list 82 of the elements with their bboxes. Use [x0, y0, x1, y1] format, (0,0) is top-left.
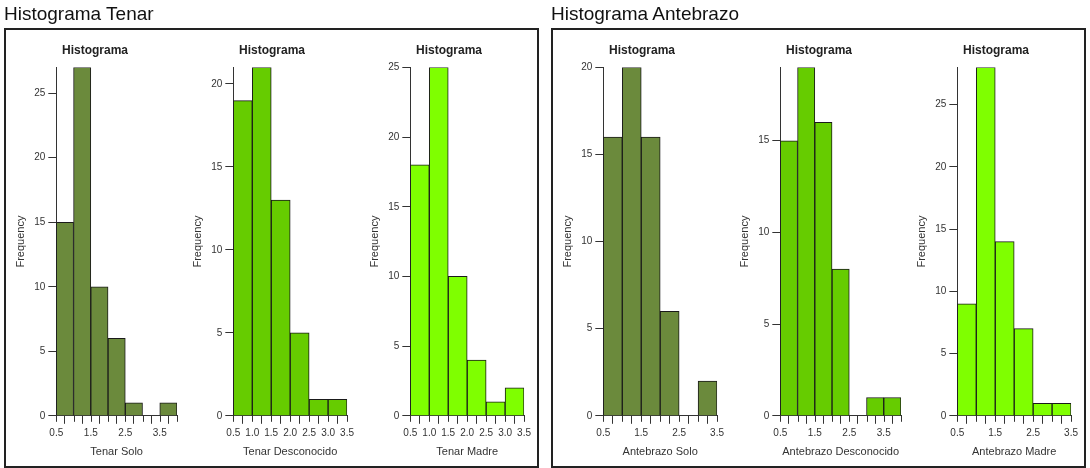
y-tick-label: 10 [934, 285, 947, 297]
y-tick-label: 0 [763, 409, 770, 421]
x-tick-label: 0.5 [595, 426, 611, 438]
y-tick-label: 5 [940, 347, 947, 359]
x-axis-title: Tenar Desconocido [242, 445, 337, 458]
chart-title: Histograma [608, 42, 675, 57]
y-tick-label: 25 [934, 98, 947, 110]
y-tick-label: 5 [216, 326, 223, 338]
chart-title: Histograma [61, 42, 128, 57]
y-tick-label: 20 [33, 151, 46, 163]
x-tick-label: 3.5 [339, 426, 354, 438]
chart-title: Histograma [962, 42, 1029, 57]
x-tick-label: 1.5 [987, 426, 1003, 438]
x-tick-label: 0.5 [772, 426, 788, 438]
x-tick-label: 0.5 [949, 426, 965, 438]
y-tick-label: 5 [763, 317, 770, 329]
x-tick-label: 3.0 [320, 426, 335, 438]
x-tick-label: 2.5 [841, 426, 857, 438]
x-axis-title: Antebrazo Desconocido [781, 445, 899, 458]
x-tick-label: 0.5 [402, 426, 418, 438]
y-tick-label: 0 [586, 409, 593, 421]
y-tick-label: 0 [393, 409, 400, 421]
x-tick-label: 3.5 [1063, 426, 1078, 438]
x-tick-label: 3.5 [709, 426, 724, 438]
y-axis-title: Frequency [914, 215, 927, 268]
chart-title: Histograma [238, 42, 305, 57]
x-tick-label: 2.0 [282, 426, 298, 438]
chart-subtitle: Histograma Tenar [4, 2, 155, 26]
x-tick-label: 3.0 [497, 426, 512, 438]
y-tick-label: 10 [33, 280, 46, 292]
y-tick-label: 20 [210, 77, 223, 89]
x-tick-label: 1.5 [83, 426, 98, 438]
x-tick-label: 2.5 [117, 426, 133, 438]
chart-subtitle: Histograma Antebrazo [551, 2, 740, 26]
y-tick-label: 10 [210, 243, 223, 255]
x-tick-label: 0.5 [48, 426, 64, 438]
y-tick-label: 5 [586, 322, 593, 334]
x-tick-label: 3.5 [152, 426, 167, 438]
y-tick-label: 15 [757, 134, 770, 146]
y-axis-title: Frequency [190, 215, 203, 268]
x-axis-title: Antebrazo Madre [971, 445, 1056, 458]
y-tick-label: 0 [216, 409, 223, 421]
y-tick-label: 10 [387, 270, 400, 282]
x-axis-title: Antebrazo Solo [622, 445, 698, 458]
y-tick-label: 20 [580, 61, 593, 73]
x-tick-label: 1.5 [633, 426, 649, 438]
x-tick-label: 2.5 [301, 426, 317, 438]
y-tick-label: 20 [387, 130, 400, 142]
y-axis-title: Frequency [737, 215, 750, 268]
x-tick-label: 1.5 [440, 426, 456, 438]
x-tick-label: 2.5 [671, 426, 687, 438]
x-tick-label: 1.0 [421, 426, 437, 438]
y-tick-label: 15 [33, 215, 46, 227]
x-tick-label: 1.0 [244, 426, 260, 438]
y-tick-label: 15 [934, 222, 947, 234]
y-tick-label: 15 [580, 148, 593, 160]
y-tick-label: 25 [387, 61, 400, 73]
x-tick-label: 1.5 [263, 426, 279, 438]
x-axis-title: Tenar Solo [89, 445, 143, 458]
x-tick-label: 2.5 [1025, 426, 1041, 438]
y-tick-label: 10 [580, 235, 593, 247]
y-tick-label: 0 [39, 409, 46, 421]
y-tick-label: 15 [210, 160, 223, 172]
y-axis-title: Frequency [13, 215, 26, 268]
y-tick-label: 20 [934, 160, 947, 172]
x-tick-label: 3.5 [876, 426, 891, 438]
x-axis-title: Tenar Madre [435, 445, 498, 458]
y-tick-label: 25 [33, 86, 46, 98]
x-tick-label: 3.5 [516, 426, 531, 438]
y-tick-label: 10 [757, 226, 770, 238]
chart-title: Histograma [415, 42, 482, 57]
x-tick-label: 2.0 [459, 426, 475, 438]
x-tick-label: 2.5 [478, 426, 494, 438]
x-tick-label: 0.5 [225, 426, 241, 438]
y-tick-label: 0 [940, 409, 947, 421]
y-tick-label: 5 [393, 339, 400, 351]
y-tick-label: 5 [39, 345, 46, 357]
x-tick-label: 1.5 [807, 426, 822, 438]
y-tick-label: 15 [387, 200, 400, 212]
y-axis-title: Frequency [560, 215, 573, 268]
y-axis-title: Frequency [367, 215, 380, 268]
chart-title: Histograma [785, 42, 852, 57]
